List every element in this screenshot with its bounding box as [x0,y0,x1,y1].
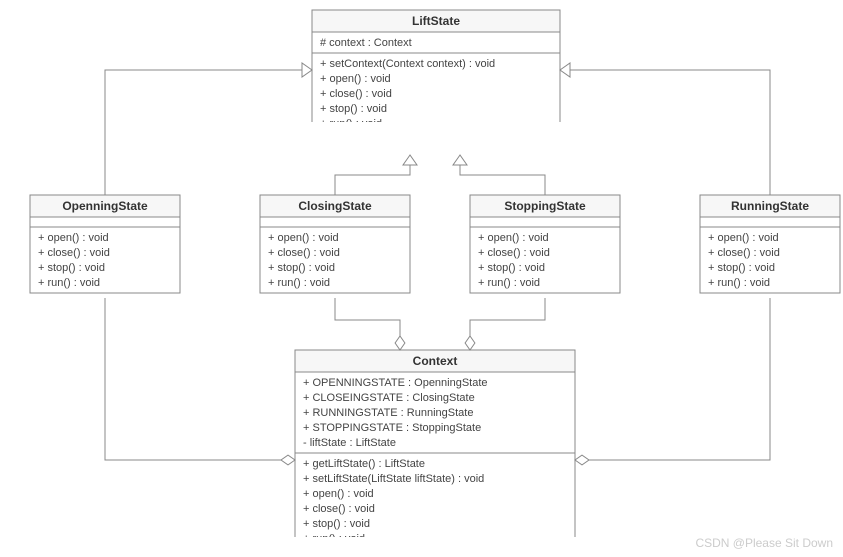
class-member: # context : Context [320,37,412,49]
class-member: + stop() : void [478,262,545,274]
class-member: + stop() : void [708,262,775,274]
class-member: + run() : void [478,277,540,289]
class-member: + setContext(Context context) : void [320,58,495,70]
edge [335,298,405,350]
class-member: + run() : void [320,118,382,130]
class-LiftState: LiftState# context : Context + setContext… [312,10,560,134]
class-member: + stop() : void [320,103,387,115]
class-member: + close() : void [478,247,550,259]
class-member: + close() : void [303,503,375,515]
class-StoppingState: StoppingState + open() : void + close() : … [470,195,620,293]
class-member: + run() : void [38,277,100,289]
class-member: + getLiftState() : LiftState [303,458,425,470]
class-member: + open() : void [268,232,339,244]
edge [335,155,417,195]
class-member: + open() : void [708,232,779,244]
edge [560,63,770,195]
class-member: + CLOSEINGSTATE : ClosingState [303,392,475,404]
edge [105,63,312,195]
class-member: + stop() : void [303,518,370,530]
class-ClosingState: ClosingState + open() : void + close() : v… [260,195,410,293]
class-RunningState: RunningState + open() : void + close() : v… [700,195,840,293]
edge [575,298,770,465]
class-member: + run() : void [268,277,330,289]
class-member: + stop() : void [268,262,335,274]
class-title: OpenningState [62,199,148,213]
class-title: LiftState [412,14,460,28]
watermark: CSDN @Please Sit Down [695,536,833,550]
edge [105,298,295,465]
class-member: + close() : void [708,247,780,259]
class-member: + open() : void [320,73,391,85]
class-member: + run() : void [303,533,365,545]
class-member: + close() : void [320,88,392,100]
class-member: + STOPPINGSTATE : StoppingState [303,422,481,434]
class-title: RunningState [731,199,809,213]
uml-diagram: LiftState# context : Context + setContext… [0,0,843,557]
class-member: + RUNNINGSTATE : RunningState [303,407,473,419]
class-Context: Context + OPENNINGSTATE : OpenningState + … [295,350,575,549]
class-member: + open() : void [478,232,549,244]
class-member: + open() : void [303,488,374,500]
class-title: StoppingState [504,199,586,213]
class-member: + close() : void [268,247,340,259]
edge [453,155,545,195]
class-member: + setLiftState(LiftState liftState) : vo… [303,473,484,485]
class-member: + open() : void [38,232,109,244]
class-title: ClosingState [298,199,372,213]
class-member: + run() : void [708,277,770,289]
class-member: + stop() : void [38,262,105,274]
class-member: - liftState : LiftState [303,437,396,449]
edge [465,298,545,350]
class-member: + close() : void [38,247,110,259]
class-OpenningState: OpenningState + open() : void + close() : … [30,195,180,293]
class-title: Context [413,354,458,368]
class-member: + OPENNINGSTATE : OpenningState [303,377,488,389]
